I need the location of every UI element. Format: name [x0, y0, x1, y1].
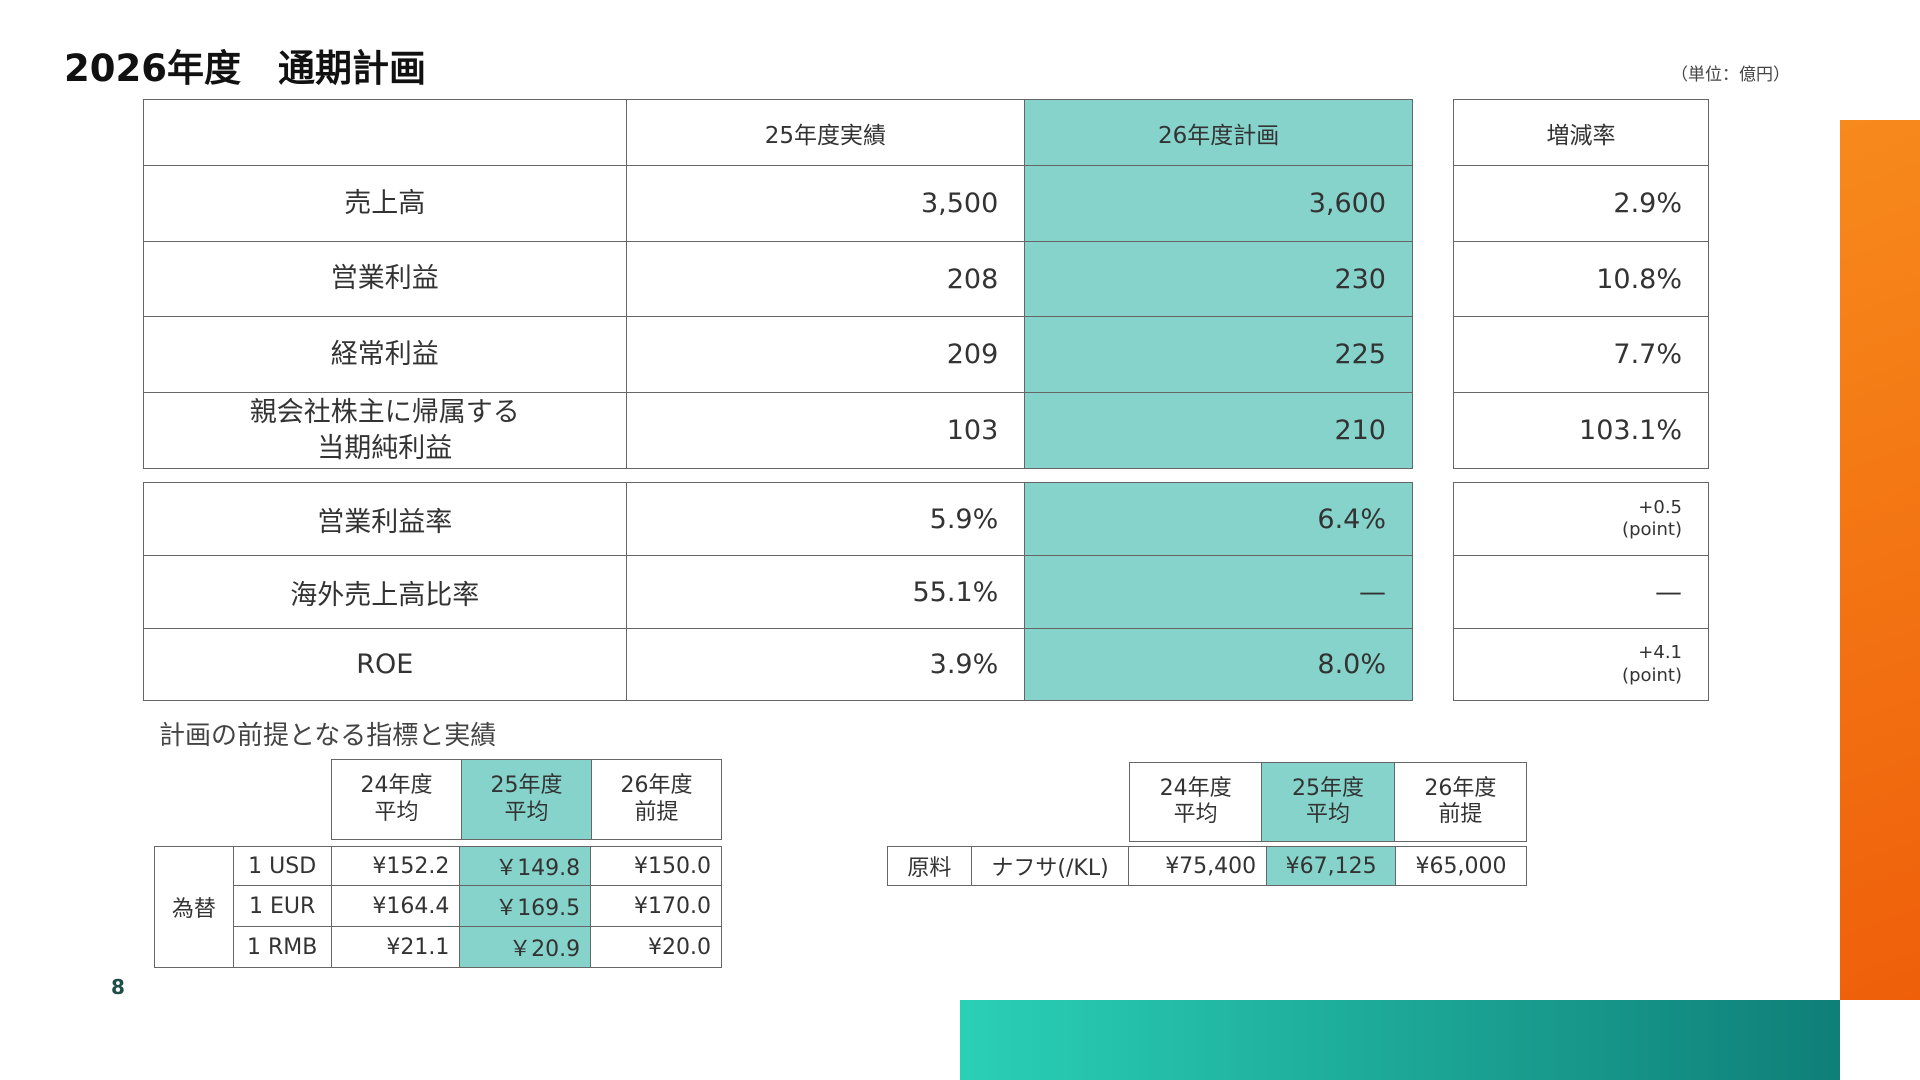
header-blank: [143, 99, 627, 166]
page-number: 8: [111, 975, 125, 999]
currency-label: 1 EUR: [232, 885, 332, 927]
page-title: 2026年度 通期計画: [64, 47, 426, 90]
table-row: 営業利益 208 230: [143, 241, 1413, 317]
change-value: 103.1%: [1453, 392, 1709, 469]
fy25-value: 5.9%: [625, 482, 1026, 556]
change-unit: (point): [1622, 664, 1682, 686]
change-value: 10.8%: [1453, 241, 1709, 317]
row-label: 海外売上高比率: [143, 555, 627, 629]
table-row: 営業利益率 5.9% 6.4%: [143, 482, 1413, 556]
fx-header-26: 26年度 前提: [591, 759, 722, 840]
orange-accent-bar: [1840, 120, 1920, 1000]
fx-v25: ￥149.8: [459, 846, 592, 886]
table-row: 為替 1 USD ¥152.2 ￥149.8 ¥150.0: [154, 846, 722, 968]
fy26-value: 3,600: [1024, 165, 1413, 242]
fy26-value: —: [1024, 555, 1413, 629]
material-v24: ¥75,400: [1128, 846, 1268, 886]
header-fy25: 25年度実績: [625, 99, 1026, 166]
table-row: 1 EUR ¥164.4 ￥169.5 ¥170.0: [155, 885, 722, 927]
fy25-value: 209: [625, 316, 1026, 393]
row-label: ROE: [143, 628, 627, 701]
table-row: 海外売上高比率 55.1% —: [143, 555, 1413, 629]
change-number: —: [1655, 576, 1682, 608]
mat-header-26: 26年度 前提: [1393, 762, 1528, 842]
mat-header-24: 24年度 平均: [1128, 762, 1263, 842]
table-row: 1 RMB ¥21.1 ￥20.9 ¥20.0: [155, 926, 722, 968]
table-row: 経常利益 209 225: [143, 316, 1413, 393]
assumptions-title: 計画の前提となる指標と実績: [159, 721, 497, 751]
fy26-value: 6.4%: [1024, 482, 1413, 556]
table-row: ROE 3.9% 8.0%: [143, 628, 1413, 701]
row-label: 営業利益率: [143, 482, 627, 556]
table-row: 売上高 3,500 3,600: [143, 165, 1413, 242]
ratio-table: 営業利益率 5.9% 6.4% 海外売上高比率 55.1% — ROE 3.9% 8.0%: [143, 482, 1413, 701]
fx-v26: ¥150.0: [590, 846, 722, 886]
material-label: ナフサ(/KL): [970, 846, 1130, 886]
fx-v24: ¥164.4: [330, 885, 461, 927]
table-row: 親会社株主に帰属する 当期純利益 103 210: [143, 392, 1413, 469]
fy26-value: 230: [1024, 241, 1413, 317]
change-number: +4.1: [1638, 642, 1682, 663]
fx-group: 為替: [154, 846, 234, 968]
fx-v26: ¥170.0: [590, 885, 722, 927]
material-v25: ¥67,125: [1266, 846, 1397, 886]
fx-table: 為替 1 USD ¥152.2 ￥149.8 ¥150.0 1 EUR ¥164.4 ￥169…: [154, 846, 722, 968]
fy25-value: 3.9%: [625, 628, 1026, 701]
change-table: 増減率 2.9% 10.8% 7.7% 103.1%: [1453, 99, 1709, 469]
fx-header-24: 24年度 平均: [331, 759, 462, 840]
fy26-value: 225: [1024, 316, 1413, 393]
fy25-value: 103: [625, 392, 1026, 469]
material-v26: ¥65,000: [1395, 846, 1527, 886]
mat-header-25: 25年度 平均: [1261, 762, 1395, 842]
change-number: +0.5: [1638, 496, 1682, 518]
currency-label: 1 USD: [232, 846, 332, 886]
fx-v26: ¥20.0: [590, 926, 722, 968]
change-value: +4.1 (point): [1453, 628, 1709, 701]
change-value: 2.9%: [1453, 165, 1709, 242]
change-value: 7.7%: [1453, 316, 1709, 393]
material-group: 原料: [887, 846, 972, 886]
header-fy26: 26年度計画: [1024, 99, 1413, 166]
row-label: 親会社株主に帰属する 当期純利益: [143, 392, 627, 469]
fy25-value: 55.1%: [625, 555, 1026, 629]
row-label: 経常利益: [143, 316, 627, 393]
material-table: 原料 ナフサ(/KL) ¥75,400 ¥67,125 ¥65,000: [887, 846, 1527, 886]
row-label: 売上高: [143, 165, 627, 242]
fx-header-table: 24年度 平均 25年度 平均 26年度 前提: [331, 759, 722, 840]
fx-v25: ￥20.9: [459, 926, 592, 968]
fx-v24: ¥21.1: [330, 926, 461, 968]
fx-v25: ￥169.5: [459, 885, 592, 927]
header-change: 増減率: [1453, 99, 1709, 166]
main-plan-table: 25年度実績 26年度計画 売上高 3,500 3,600 営業利益 208 230 経常利…: [143, 99, 1413, 469]
fx-v24: ¥152.2: [330, 846, 461, 886]
material-header-table: 24年度 平均 25年度 平均 26年度 前提: [1128, 762, 1528, 842]
row-label: 営業利益: [143, 241, 627, 317]
fx-header-25: 25年度 平均: [461, 759, 592, 840]
fy25-value: 208: [625, 241, 1026, 317]
change-unit: (point): [1622, 519, 1682, 540]
ratio-change-table: +0.5 (point) — +4.1 (point): [1453, 482, 1709, 701]
fy26-value: 8.0%: [1024, 628, 1413, 701]
unit-label: （単位：億円）: [1671, 65, 1790, 85]
fy25-value: 3,500: [625, 165, 1026, 242]
fy26-value: 210: [1024, 392, 1413, 469]
teal-accent-bar: [960, 1000, 1840, 1080]
change-value: +0.5 (point): [1453, 482, 1709, 556]
currency-label: 1 RMB: [232, 926, 332, 968]
change-value: —: [1453, 555, 1709, 629]
